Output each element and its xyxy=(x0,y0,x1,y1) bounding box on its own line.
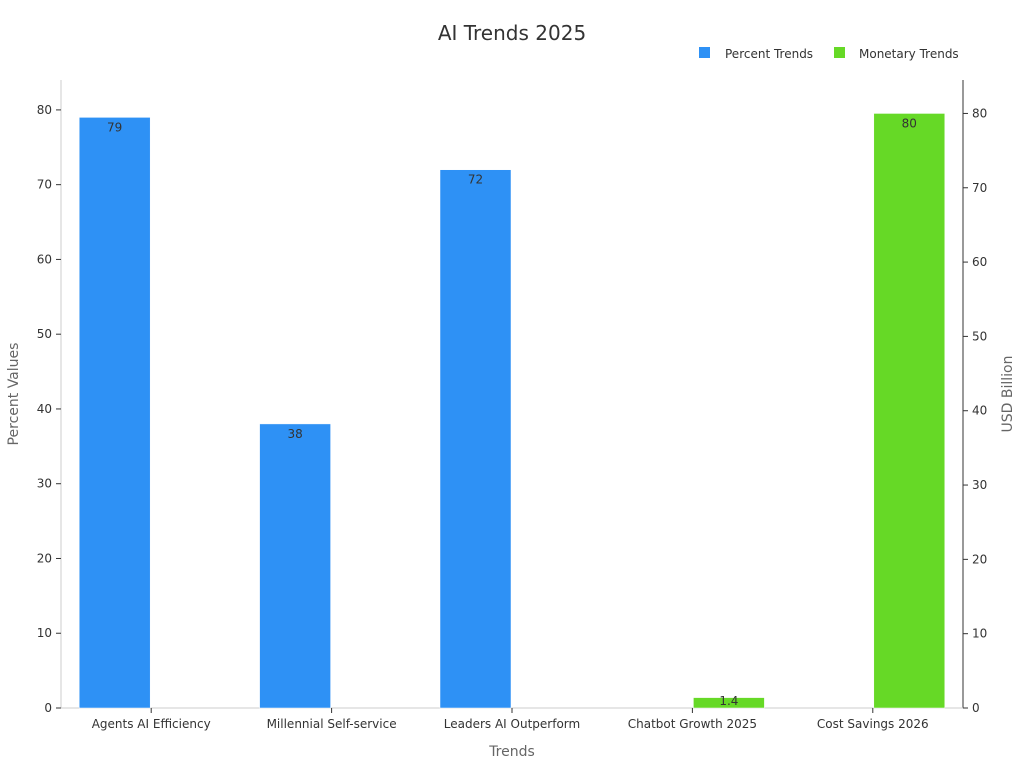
y2-tick-label: 0 xyxy=(972,701,980,715)
plot-area: 0 10 20 30 40 50 60 70 80 0 10 20 30 40 50 60 70 80 Agents… xyxy=(37,80,987,731)
y-tick-label: 50 xyxy=(37,327,52,341)
x-tick-label: Millennial Self-service xyxy=(267,717,397,731)
legend-swatch-percent-trends xyxy=(699,47,710,58)
legend-label-percent-trends: Percent Trends xyxy=(725,47,813,61)
bar xyxy=(78,117,151,709)
x-axis-title: Trends xyxy=(488,744,535,760)
y-tick-label: 40 xyxy=(37,402,52,416)
bar xyxy=(439,169,512,709)
legend-label-monetary-trends: Monetary Trends xyxy=(859,47,959,61)
x-tick-label: Agents AI Efficiency xyxy=(92,717,211,731)
y2-tick-label: 50 xyxy=(972,329,987,343)
y2-tick-label: 20 xyxy=(972,552,987,566)
x-tick-label: Leaders AI Outperform xyxy=(444,717,580,731)
chart-title: AI Trends 2025 xyxy=(438,21,586,45)
data-label: 1.4 xyxy=(719,694,738,708)
y2-axis-title: USD Billion xyxy=(1000,356,1016,433)
y2-tick-label: 10 xyxy=(972,627,987,641)
x-tick-label: Chatbot Growth 2025 xyxy=(628,717,757,731)
bar xyxy=(693,697,765,709)
data-label: 80 xyxy=(902,116,917,130)
y-tick-label: 60 xyxy=(37,252,52,266)
legend-swatch-monetary-trends xyxy=(834,47,845,58)
y-tick-label: 20 xyxy=(37,551,52,565)
y2-tick-label: 30 xyxy=(972,478,987,492)
y-tick-label: 30 xyxy=(37,477,52,491)
data-label: 72 xyxy=(468,173,483,187)
bar xyxy=(259,423,331,709)
y-tick-label: 70 xyxy=(37,178,52,192)
data-label: 38 xyxy=(287,427,302,441)
y-tick-label: 10 xyxy=(37,626,52,640)
bar xyxy=(873,113,946,709)
y2-tick-label: 40 xyxy=(972,404,987,418)
y2-tick-label: 70 xyxy=(972,181,987,195)
legend: Percent Trends Monetary Trends xyxy=(699,47,959,61)
y-axis-title: Percent Values xyxy=(6,343,22,446)
x-tick-label: Cost Savings 2026 xyxy=(817,717,929,731)
y-tick-label: 0 xyxy=(44,701,52,715)
y-tick-label: 80 xyxy=(37,103,52,117)
data-label: 79 xyxy=(107,120,122,134)
y2-tick-label: 60 xyxy=(972,255,987,269)
y2-tick-label: 80 xyxy=(972,106,987,120)
